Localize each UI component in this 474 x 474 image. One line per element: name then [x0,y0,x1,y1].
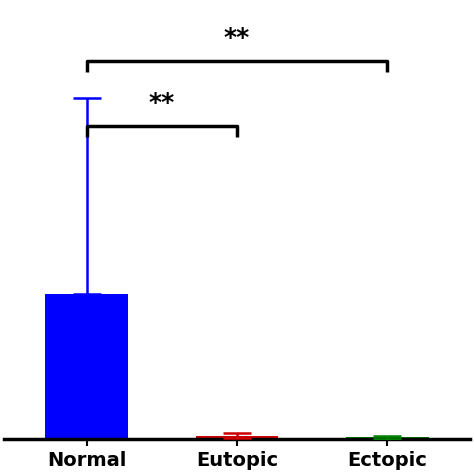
Bar [346,438,428,439]
Bar [196,436,278,439]
Bar [46,294,128,439]
Text: **: ** [149,91,175,115]
Text: **: ** [224,26,250,50]
